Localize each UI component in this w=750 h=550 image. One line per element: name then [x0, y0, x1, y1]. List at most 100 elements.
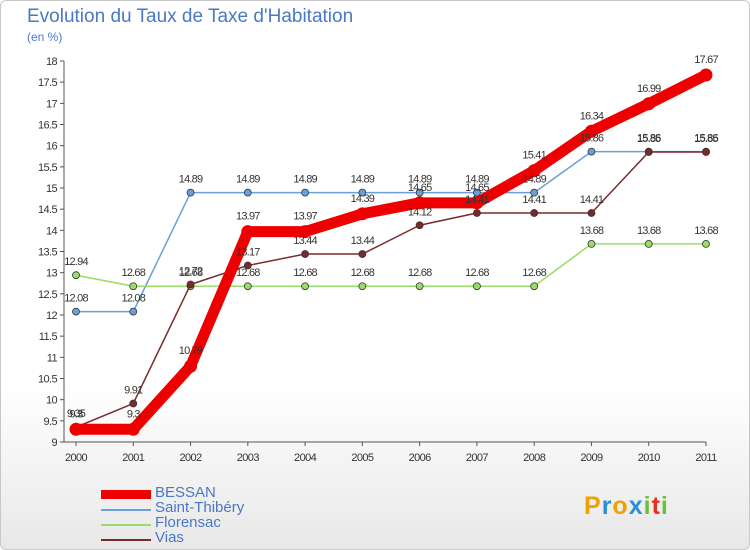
x-tick-label: 2002: [180, 452, 203, 464]
chart-subtitle: (en %): [27, 30, 63, 44]
data-label-bessan: 14.39: [351, 193, 375, 205]
data-label-bessan: 15.41: [522, 150, 546, 162]
data-label-saint-thibery: 14.89: [465, 174, 489, 186]
y-tick-label: 13.5: [38, 247, 57, 259]
x-tick-label: 2006: [409, 452, 432, 464]
x-tick-label: 2011: [695, 452, 717, 464]
data-label-florensac: 13.68: [694, 225, 718, 237]
data-label-vias: 15.85: [694, 133, 718, 145]
logo-letter: P: [584, 492, 602, 520]
y-tick-label: 17: [46, 98, 58, 110]
data-point-bessan: [699, 68, 713, 82]
data-label-bessan: 17.67: [694, 54, 718, 66]
data-label-florensac: 13.68: [580, 225, 604, 237]
data-point-saint-thibery: [301, 188, 309, 197]
data-point-florensac: [530, 282, 539, 291]
data-label-florensac: 12.68: [236, 267, 260, 279]
y-tick-label: 11.5: [39, 331, 58, 343]
data-point-bessan: [413, 196, 427, 210]
y-tick-label: 14: [46, 225, 58, 237]
data-point-saint-thibery: [243, 188, 252, 197]
data-point-florensac: [129, 282, 138, 291]
legend-label-bessan: BESSAN: [155, 484, 216, 501]
data-point-florensac: [358, 282, 367, 291]
y-tick-label: 10.5: [38, 374, 57, 386]
x-tick-label: 2001: [122, 452, 145, 464]
y-tick-label: 9: [51, 437, 57, 449]
data-point-bessan: [69, 422, 83, 436]
y-tick-label: 16.5: [38, 120, 57, 132]
data-point-saint-thibery: [530, 188, 539, 197]
data-label-bessan: 16.99: [637, 83, 661, 95]
legend-label-saint-thibery: Saint-Thibéry: [155, 499, 245, 516]
data-label-saint-thibery: 12.08: [64, 293, 88, 305]
data-label-vias: 14.12: [408, 206, 432, 218]
data-point-bessan: [184, 359, 198, 373]
data-label-florensac: 12.68: [122, 267, 146, 279]
chart-axes: 9 9.5 10 10.5 11 11.5 12 12.5 13 13.5 14 14.5 15 15.5…: [38, 56, 718, 464]
data-point-bessan: [126, 422, 140, 436]
data-point-bessan: [527, 164, 541, 178]
data-point-vias: [358, 250, 367, 258]
x-tick-label: 2000: [65, 452, 88, 464]
data-label-saint-thibery: 14.89: [408, 174, 432, 186]
data-label-florensac: 12.68: [179, 267, 203, 279]
legend-swatch-vias: [101, 539, 151, 541]
data-point-bessan: [470, 196, 484, 210]
data-point-saint-thibery: [415, 188, 424, 197]
data-label-florensac: 12.68: [408, 267, 432, 279]
data-point-vias: [129, 399, 138, 408]
y-tick-label: 16: [46, 141, 58, 153]
data-label-bessan: 10.79: [179, 345, 203, 357]
data-point-florensac: [72, 271, 80, 280]
data-point-saint-thibery: [186, 188, 195, 197]
data-label-saint-thibery: 14.89: [236, 174, 260, 186]
legend-label-vias: Vias: [155, 529, 184, 546]
y-tick-label: 12.5: [38, 289, 57, 301]
x-tick-label: 2007: [466, 452, 489, 464]
data-label-florensac: 12.68: [465, 267, 489, 279]
series-line-florensac: [75, 243, 707, 287]
data-label-saint-thibery: 15.86: [580, 133, 604, 145]
data-label-bessan: 13.97: [236, 211, 260, 223]
data-label-saint-thibery: 15.86: [637, 133, 661, 145]
data-label-bessan: 16.34: [580, 110, 604, 122]
data-point-saint-thibery: [72, 307, 80, 316]
data-label-saint-thibery: 15.86: [694, 133, 718, 145]
data-label-florensac: 12.68: [351, 267, 375, 279]
data-label-saint-thibery: 12.08: [122, 293, 146, 305]
data-label-vias: 14.41: [580, 194, 604, 206]
data-point-vias: [530, 209, 539, 217]
series-florensac: [72, 239, 710, 291]
data-label-bessan: 9.3: [70, 408, 84, 420]
data-label-vias: 14.41: [465, 194, 489, 206]
x-tick-label: 2005: [351, 452, 374, 464]
data-point-vias: [473, 209, 481, 217]
x-tick-label: 2003: [237, 452, 260, 464]
data-point-vias: [415, 221, 424, 230]
x-tick-label: 2004: [294, 452, 317, 464]
series-line-saint-thibery: [75, 150, 707, 313]
data-label-vias: 13.44: [293, 235, 317, 247]
data-label-florensac: 12.94: [64, 256, 88, 268]
y-tick-label: 13: [46, 268, 58, 280]
y-tick-label: 14.5: [38, 204, 57, 216]
data-label-saint-thibery: 14.89: [351, 174, 375, 186]
logo-letter: x: [628, 492, 644, 520]
series-line-vias: [75, 151, 707, 428]
x-tick-label: 2008: [523, 452, 546, 464]
proxiti-logo: Proxiti: [584, 492, 669, 521]
data-point-bessan: [241, 225, 255, 239]
legend-label-florensac: Florensac: [155, 514, 221, 531]
series-line-bessan: [70, 69, 712, 435]
y-tick-label: 12: [46, 310, 58, 322]
series-vias: [72, 148, 710, 432]
data-point-saint-thibery: [129, 307, 138, 316]
data-point-vias: [301, 250, 309, 258]
data-point-bessan: [584, 124, 598, 138]
data-point-vias: [702, 148, 710, 156]
data-label-saint-thibery: 14.89: [522, 174, 546, 186]
logo-letter: i: [643, 492, 652, 520]
